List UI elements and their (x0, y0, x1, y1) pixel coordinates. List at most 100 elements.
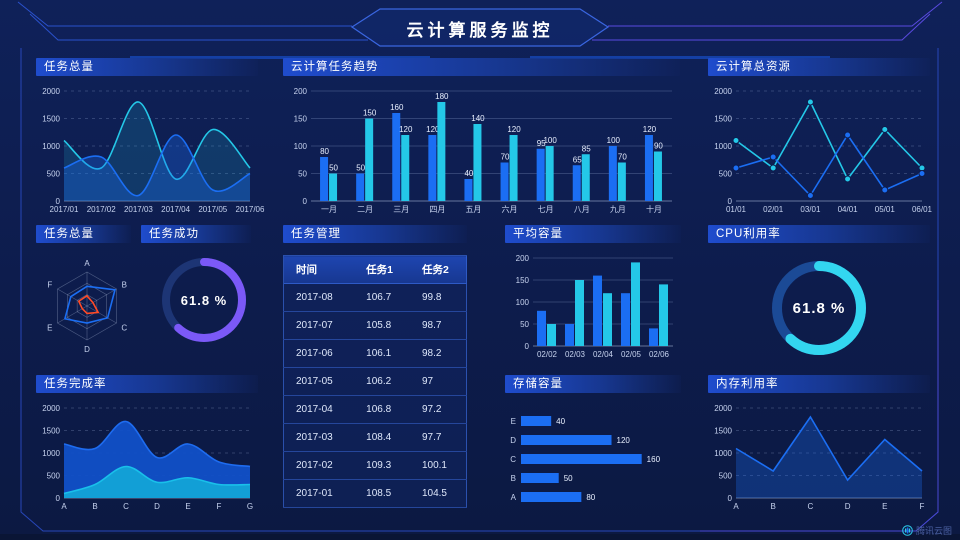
total-resources-title: 云计算总资源 (708, 58, 930, 76)
svg-text:100: 100 (543, 136, 557, 145)
svg-text:85: 85 (582, 144, 591, 153)
svg-text:一月: 一月 (321, 205, 337, 214)
table-cell: 104.5 (409, 479, 467, 508)
memory-line-title: 内存利用率 (708, 375, 930, 393)
svg-text:02/02: 02/02 (537, 350, 558, 359)
svg-text:C: C (123, 502, 129, 511)
table-cell: 2017-02 (283, 451, 355, 480)
table-row: 2017-03 108.4 97.7 (283, 423, 467, 452)
table-cell: 98.2 (409, 339, 467, 368)
storage-hbar-chart: E 40 D 120 C 160 B 50 A 80 (510, 416, 661, 502)
svg-text:50: 50 (329, 164, 338, 173)
svg-text:九月: 九月 (610, 205, 626, 214)
svg-text:G: G (247, 502, 253, 511)
svg-text:A: A (61, 502, 67, 511)
svg-text:1000: 1000 (714, 142, 732, 151)
task-success-gauge-chart: 61.8 % (162, 258, 246, 342)
svg-text:2017/06: 2017/06 (236, 205, 265, 214)
table-cell: 2017-07 (283, 311, 355, 340)
svg-text:95: 95 (537, 139, 546, 148)
svg-text:六月: 六月 (502, 204, 518, 214)
svg-text:二月: 二月 (357, 205, 373, 214)
table-cell: 108.4 (354, 423, 410, 452)
svg-text:150: 150 (294, 115, 308, 124)
svg-text:40: 40 (556, 417, 565, 426)
table-header-cell: 时间 (283, 255, 355, 284)
table-cell: 106.7 (354, 283, 410, 312)
svg-text:E: E (47, 324, 52, 333)
svg-text:2000: 2000 (42, 87, 60, 96)
svg-text:2017/03: 2017/03 (124, 205, 153, 214)
svg-text:05/01: 05/01 (875, 205, 896, 214)
avg-capacity-chart: 0 50 100 150 200 02/02 02/03 02/04 02/05 02/06 (516, 254, 673, 359)
svg-text:500: 500 (47, 472, 61, 481)
panel-memory-line: 内存利用率 0 500 1000 1500 2000 A B C D E F (708, 375, 930, 512)
avg-capacity-title: 平均容量 (505, 225, 681, 243)
svg-text:120: 120 (399, 125, 413, 134)
svg-text:120: 120 (426, 125, 440, 134)
table-cell: 98.7 (409, 311, 467, 340)
svg-text:D: D (845, 502, 851, 511)
task-total-line-title: 任务总量 (36, 58, 258, 76)
storage-hbar-title: 存储容量 (505, 375, 681, 393)
svg-text:1500: 1500 (42, 427, 60, 436)
table-header-row: 时间 任务1 任务2 (283, 255, 467, 284)
svg-text:1000: 1000 (42, 449, 60, 458)
svg-text:0: 0 (56, 197, 61, 206)
panel-task-total-line: 任务总量 0 500 1000 1500 2000 2017/01 2017/02 2017/… (36, 58, 265, 215)
svg-text:C: C (121, 324, 127, 333)
table-cell: 106.1 (354, 339, 410, 368)
memory-line-chart: 0 500 1000 1500 2000 A B C D E F (714, 404, 924, 511)
panel-completion-area: 任务完成率 0 500 1000 1500 2000 A B C D E F G (36, 375, 258, 512)
svg-text:70: 70 (618, 153, 627, 162)
panel-total-resources: 云计算总资源 0 500 1000 1500 2000 01/01 02/01 03/01 04… (708, 58, 933, 215)
svg-text:B: B (122, 281, 127, 290)
svg-text:02/05: 02/05 (621, 350, 642, 359)
svg-text:B: B (771, 502, 776, 511)
svg-text:02/01: 02/01 (763, 205, 784, 214)
svg-text:F: F (47, 281, 52, 290)
table-row: 2017-06 106.1 98.2 (283, 339, 467, 368)
cloud-logo-icon (902, 525, 913, 536)
svg-text:140: 140 (471, 114, 485, 123)
svg-text:1000: 1000 (42, 142, 60, 151)
svg-text:160: 160 (647, 455, 661, 464)
panel-task-trend-bars: 云计算任务趋势 0 50 100 150 200 一月 二月 三月 四月 五月 六月 七月 八月 九月 十月… (283, 58, 680, 215)
table-row: 2017-02 109.3 100.1 (283, 451, 467, 480)
svg-text:70: 70 (501, 153, 510, 162)
completion-area-title: 任务完成率 (36, 375, 258, 393)
panel-cpu-gauge: CPU利用率 61.8 % (708, 225, 930, 372)
table-row: 2017-07 105.8 98.7 (283, 311, 467, 340)
svg-text:100: 100 (607, 136, 621, 145)
svg-text:50: 50 (520, 320, 529, 329)
svg-text:2017/02: 2017/02 (87, 205, 116, 214)
svg-text:五月: 五月 (465, 205, 481, 214)
table-cell: 108.5 (354, 479, 410, 508)
svg-text:2017/01: 2017/01 (50, 205, 79, 214)
svg-text:200: 200 (294, 87, 308, 96)
svg-text:01/01: 01/01 (726, 205, 747, 214)
table-cell: 2017-06 (283, 339, 355, 368)
svg-text:03/01: 03/01 (800, 205, 821, 214)
table-cell: 99.8 (409, 283, 467, 312)
svg-text:0: 0 (728, 494, 733, 503)
svg-text:四月: 四月 (429, 205, 445, 214)
svg-text:F: F (217, 502, 222, 511)
table-row: 2017-05 106.2 97 (283, 367, 467, 396)
task-table-title: 任务管理 (283, 225, 467, 243)
svg-text:180: 180 (435, 92, 449, 101)
panel-avg-capacity: 平均容量 0 50 100 150 200 02/02 02/03 02/04 02/05 02/… (505, 225, 681, 360)
svg-text:D: D (510, 436, 516, 445)
table-cell: 2017-04 (283, 395, 355, 424)
table-row: 2017-01 108.5 104.5 (283, 479, 467, 508)
svg-text:120: 120 (507, 125, 521, 134)
table-cell: 2017-08 (283, 283, 355, 312)
svg-text:100: 100 (516, 298, 530, 307)
svg-text:E: E (185, 502, 190, 511)
cpu-gauge-title: CPU利用率 (708, 225, 930, 243)
svg-text:40: 40 (464, 169, 473, 178)
svg-text:1000: 1000 (714, 449, 732, 458)
svg-text:2000: 2000 (714, 87, 732, 96)
panel-storage-hbar: 存储容量 E 40 D 120 C 160 B 50 A 80 (505, 375, 681, 512)
